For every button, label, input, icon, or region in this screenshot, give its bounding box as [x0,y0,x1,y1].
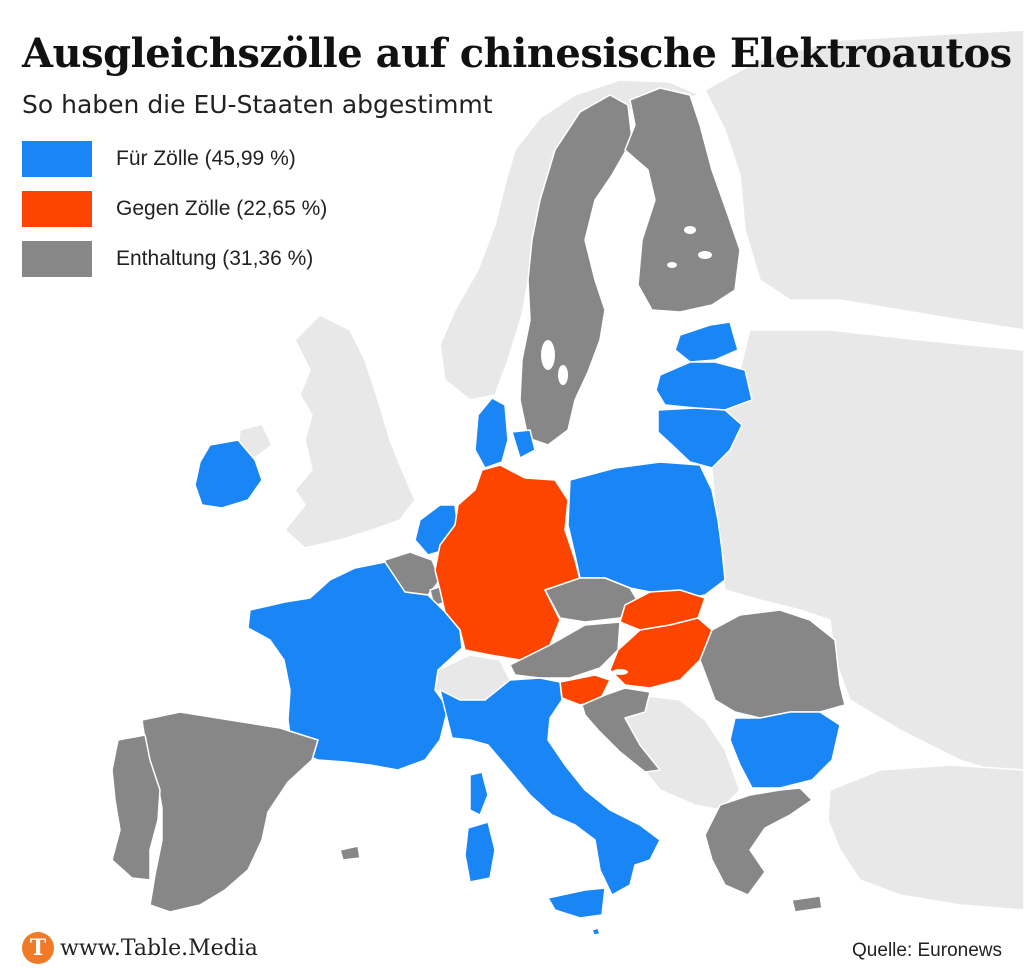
legend-item-against: Gegen Zölle (22,65 %) [22,190,327,228]
legend-label-for: Für Zölle (45,99 %) [116,147,296,170]
legend-swatch-against [22,191,92,227]
legend-item-abstain: Enthaltung (31,36 %) [22,240,327,278]
page-subtitle: So haben die EU-Staaten abgestimmt [22,90,493,119]
region-ireland [194,439,263,509]
legend: Für Zölle (45,99 %) Gegen Zölle (22,65 %… [22,140,327,290]
brand: T www.Table.Media [22,932,258,964]
region-croatia [581,687,661,773]
region-sicily [547,887,606,919]
legend-swatch-abstain [22,241,92,277]
legend-swatch-for [22,141,92,177]
turkey [827,764,1024,911]
region-latvia [655,361,753,411]
russia-north [704,29,1024,331]
region-romania [699,609,846,719]
legend-label-abstain: Enthaltung (31,36 %) [116,247,314,270]
page-title: Ausgleichszölle auf chinesische Elektroa… [22,30,1012,77]
region-italy [439,677,661,896]
source-credit: Quelle: Euronews [852,940,1002,961]
region-greece [704,787,823,913]
region-austria [509,621,621,679]
region-spain [141,711,319,913]
eu-countries [111,87,846,936]
region-denmark [474,397,536,469]
legend-item-for: Für Zölle (45,99 %) [22,140,327,178]
region-bulgaria [729,711,841,789]
region-hungary [609,617,713,689]
lakes [541,226,712,675]
region-malta [591,927,601,936]
region-balearic [339,845,361,861]
region-sardinia [464,821,496,883]
great-britain [283,314,416,549]
region-poland [567,461,726,601]
legend-label-against: Gegen Zölle (22,65 %) [116,197,328,220]
region-estonia [674,321,739,363]
brand-url: www.Table.Media [60,935,258,961]
region-lithuania [657,407,743,469]
region-portugal [111,734,161,881]
table-media-logo: T [22,932,54,964]
region-corsica [469,771,489,816]
